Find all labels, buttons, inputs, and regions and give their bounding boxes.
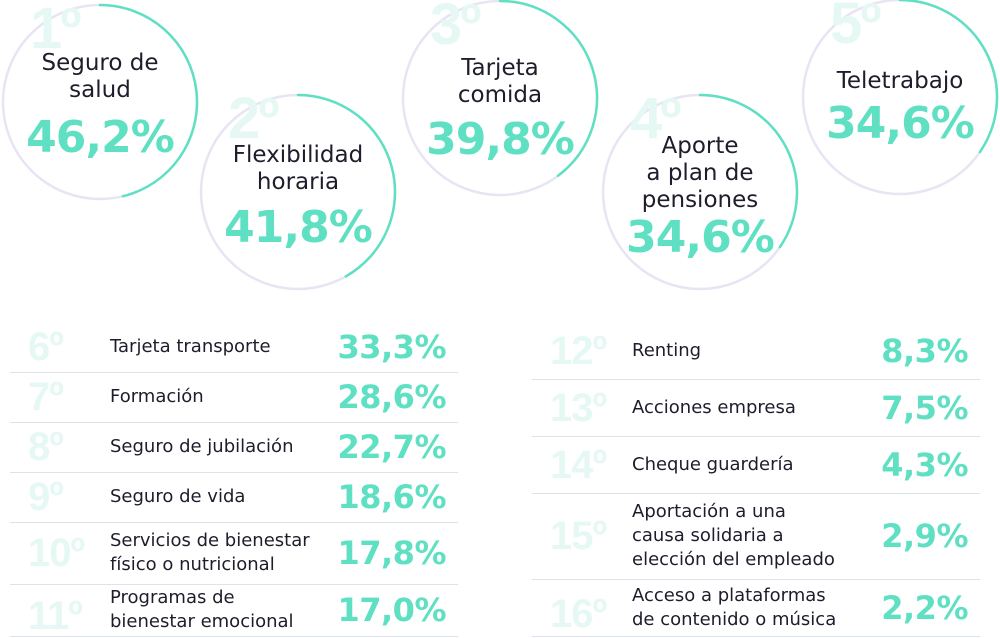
ranking-row: 13º Acciones empresa 7,5%: [532, 379, 980, 437]
ranking-row: 16º Acceso a plataformas de contenido o m…: [532, 579, 980, 637]
benefit-label: Tarjeta transporte: [110, 336, 271, 357]
ring-progress-arc: [698, 93, 799, 249]
benefit-percentage: 34,6%: [626, 212, 775, 263]
benefit-percentage: 18,6%: [337, 478, 446, 516]
ranking-row: 15º Aportación a una causa solidaria a el…: [532, 493, 980, 580]
ring-progress-arc: [98, 3, 199, 198]
benefit-label: Teletrabajo: [836, 68, 964, 94]
benefit-label: Seguro de jubilación: [110, 436, 294, 457]
rank-number: 11º: [28, 594, 83, 638]
ring-progress-arc: [498, 0, 599, 178]
benefit-percentage: 22,7%: [337, 428, 446, 466]
top-five-rings: [1, 0, 999, 291]
rank-number: 7º: [28, 375, 64, 419]
ring-progress-arc: [296, 93, 397, 278]
rank-number: 9º: [28, 475, 64, 519]
benefit-label: Servicios de bienestar físico o nutricio…: [110, 530, 310, 575]
ranking-row: 8º Seguro de jubilación 22,7%: [10, 422, 458, 473]
benefit-label: Cheque guardería: [632, 453, 794, 475]
rank-number: 13º: [550, 385, 607, 430]
ranking-row: 6º Tarjeta transporte 33,3%: [10, 322, 458, 373]
benefit-percentage: 46,2%: [26, 112, 175, 163]
benefit-percentage: 4,3%: [881, 445, 968, 484]
ranking-row: 14º Cheque guardería 4,3%: [532, 436, 980, 494]
benefit-label: Seguro de salud: [41, 50, 159, 103]
rank-number: 10º: [28, 531, 85, 575]
benefit-percentage: 39,8%: [426, 114, 575, 165]
benefit-percentage: 17,0%: [337, 591, 446, 629]
rank-number: 1º: [30, 0, 81, 61]
rank-number: 6º: [28, 325, 64, 369]
benefit-percentage: 2,9%: [881, 517, 968, 555]
ring-progress-arc: [898, 0, 999, 154]
benefit-label: Aportación a una causa solidaria a elecc…: [632, 501, 835, 570]
benefit-percentage: 17,8%: [337, 534, 446, 572]
benefit-label: Renting: [632, 339, 702, 361]
benefit-percentage: 34,6%: [826, 98, 975, 149]
benefit-percentage: 33,3%: [337, 328, 446, 366]
rank-number: 4º: [630, 86, 681, 151]
rank-number: 3º: [430, 0, 481, 57]
benefit-label: Acciones empresa: [632, 396, 796, 418]
benefit-label: Formación: [110, 386, 204, 407]
ranking-row: 11º Programas de bienestar emocional 17,0%: [10, 584, 458, 637]
benefit-label: Aporte a plan de pensiones: [641, 133, 759, 213]
ranking-row: 12º Renting 8,3%: [532, 322, 980, 380]
benefit-label: Acceso a plataformas de contenido o músi…: [632, 584, 837, 630]
benefit-label: Tarjeta comida: [457, 55, 543, 108]
benefit-percentage: 2,2%: [881, 588, 968, 627]
benefit-percentage: 8,3%: [881, 331, 968, 370]
benefit-label: Seguro de vida: [110, 486, 246, 507]
benefit-percentage: 7,5%: [881, 388, 968, 427]
benefit-label: Programas de bienestar emocional: [110, 587, 294, 632]
ranking-row: 9º Seguro de vida 18,6%: [10, 472, 458, 523]
benefit-percentage: 41,8%: [224, 202, 373, 253]
rank-number: 15º: [550, 514, 607, 558]
benefit-percentage: 28,6%: [337, 378, 446, 416]
rank-number: 16º: [550, 591, 607, 636]
benefit-label: Flexibilidad horaria: [232, 142, 364, 195]
rank-number: 12º: [550, 328, 607, 373]
rank-number: 5º: [830, 0, 881, 56]
ranking-row: 10º Servicios de bienestar físico o nutri…: [10, 522, 458, 585]
rank-number: 2º: [228, 86, 279, 151]
rank-number: 8º: [28, 425, 64, 469]
rank-number: 14º: [550, 442, 607, 487]
ranking-row: 7º Formación 28,6%: [10, 372, 458, 423]
